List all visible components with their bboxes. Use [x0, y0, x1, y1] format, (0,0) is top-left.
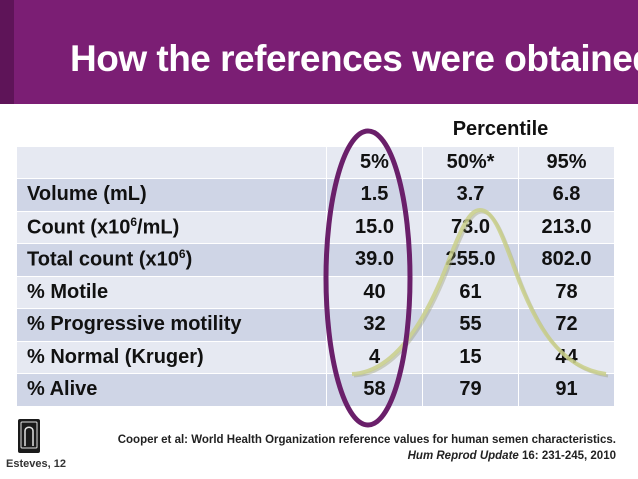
table-row: % Alive 58 79 91	[16, 373, 615, 407]
institution-logo-icon	[18, 419, 40, 453]
col-header-50: 50%*	[422, 145, 519, 179]
cell-value: 255.0	[422, 243, 519, 277]
percentile-header: Percentile	[326, 113, 615, 147]
cell-value: 91	[518, 373, 615, 407]
cell-value: 15	[422, 340, 519, 374]
row-label-count: Count (x106/mL)	[16, 210, 327, 244]
table-row-column-headers: 5% 50%* 95%	[16, 145, 615, 179]
cell-value: 61	[422, 275, 519, 309]
cell-value: 58	[326, 373, 423, 407]
citation-line-1: Cooper et al: World Health Organization …	[117, 434, 616, 446]
cell-value: 55	[422, 308, 519, 342]
cell-value: 32	[326, 308, 423, 342]
row-label-total-count: Total count (x106)	[16, 243, 327, 277]
table-row: Total count (x106) 39.0 255.0 802.0	[16, 243, 615, 277]
citation-line-2: Hum Reprod Update 16: 231-245, 2010	[118, 448, 616, 464]
slide-title: How the references were obtained	[70, 38, 638, 79]
row-label-progressive-motility: % Progressive motility	[16, 308, 327, 342]
header-empty-cell	[16, 113, 327, 147]
cell-value: 802.0	[518, 243, 615, 277]
title-bar: How the references were obtained	[0, 0, 638, 104]
row-label-normal-kruger: % Normal (Kruger)	[16, 340, 327, 374]
cell-value: 79	[422, 373, 519, 407]
citation-journal: Hum Reprod Update	[407, 450, 519, 462]
header-label-cell	[16, 145, 327, 179]
citation-volume: 16: 231-245, 2010	[522, 450, 616, 462]
citation: Cooper et al: World Health Organization …	[118, 432, 616, 464]
cell-value: 213.0	[518, 210, 615, 244]
cell-value: 40	[326, 275, 423, 309]
row-label-alive: % Alive	[16, 373, 327, 407]
cell-value: 4	[326, 340, 423, 374]
cell-value: 39.0	[326, 243, 423, 277]
col-header-5: 5%	[326, 145, 423, 179]
table-row: % Progressive motility 32 55 72	[16, 308, 615, 342]
table-row: Count (x106/mL) 15.0 73.0 213.0	[16, 210, 615, 244]
table-row-percentile-header: Percentile	[16, 113, 615, 147]
cell-value: 15.0	[326, 210, 423, 244]
table-row: % Motile 40 61 78	[16, 275, 615, 309]
author-tag: Esteves, 12	[6, 458, 66, 470]
title-bar-accent	[0, 0, 14, 104]
col-header-95: 95%	[518, 145, 615, 179]
cell-value: 73.0	[422, 210, 519, 244]
row-label-volume: Volume (mL)	[16, 178, 327, 212]
cell-value: 72	[518, 308, 615, 342]
cell-value: 1.5	[326, 178, 423, 212]
row-label-motile: % Motile	[16, 275, 327, 309]
cell-value: 3.7	[422, 178, 519, 212]
table-row: Volume (mL) 1.5 3.7 6.8	[16, 178, 615, 212]
reference-values-table: Percentile 5% 50%* 95% Volume (mL) 1.5 3…	[16, 113, 615, 407]
cell-value: 44	[518, 340, 615, 374]
cell-value: 78	[518, 275, 615, 309]
cell-value: 6.8	[518, 178, 615, 212]
table-row: % Normal (Kruger) 4 15 44	[16, 340, 615, 374]
